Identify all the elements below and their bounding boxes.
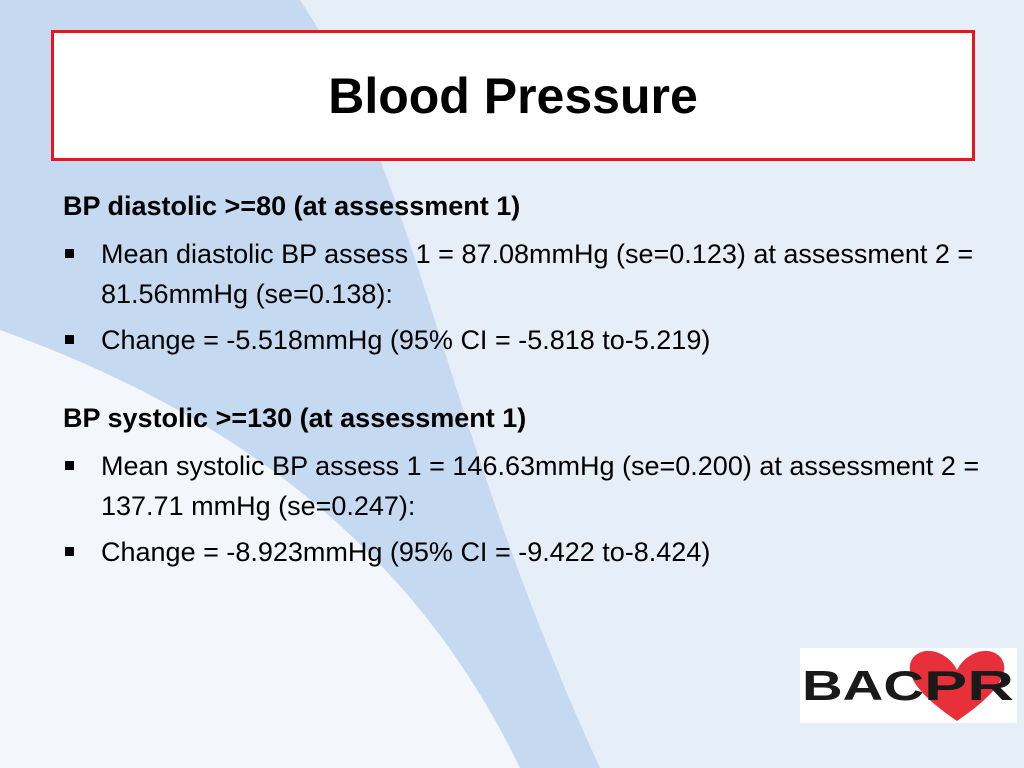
- list-item: Mean diastolic BP assess 1 = 87.08mmHg (…: [63, 234, 983, 314]
- section-systolic: BP systolic >=130 (at assessment 1) Mean…: [63, 398, 983, 572]
- bullet-text: Mean diastolic BP assess 1 = 87.08mmHg (…: [101, 239, 974, 309]
- section-heading: BP systolic >=130 (at assessment 1): [63, 403, 527, 433]
- list-item: Mean systolic BP assess 1 = 146.63mmHg (…: [63, 446, 983, 526]
- square-bullet-icon: [65, 249, 74, 258]
- heart-icon: [909, 650, 1005, 721]
- list-item: Change = -5.518mmHg (95% CI = -5.818 to-…: [63, 320, 983, 360]
- bullet-list: Mean systolic BP assess 1 = 146.63mmHg (…: [63, 446, 983, 572]
- section-heading: BP diastolic >=80 (at assessment 1): [63, 191, 521, 221]
- bullet-list: Mean diastolic BP assess 1 = 87.08mmHg (…: [63, 234, 983, 360]
- title-box: Blood Pressure: [51, 30, 975, 161]
- slide-title: Blood Pressure: [328, 67, 698, 124]
- square-bullet-icon: [65, 461, 74, 470]
- section-diastolic: BP diastolic >=80 (at assessment 1) Mean…: [63, 186, 983, 360]
- bullet-text: Change = -8.923mmHg (95% CI = -9.422 to-…: [101, 537, 711, 567]
- bacpr-logo-mark: BAC PR: [802, 650, 1014, 721]
- bullet-text: Change = -5.518mmHg (95% CI = -5.818 to-…: [101, 325, 711, 355]
- bullet-text: Mean systolic BP assess 1 = 146.63mmHg (…: [101, 451, 980, 521]
- square-bullet-icon: [65, 547, 74, 556]
- slide-content: BP diastolic >=80 (at assessment 1) Mean…: [63, 186, 983, 610]
- logo-text-left: BAC: [802, 662, 924, 709]
- logo-text-heart: PR: [924, 662, 1014, 709]
- square-bullet-icon: [65, 335, 74, 344]
- list-item: Change = -8.923mmHg (95% CI = -9.422 to-…: [63, 532, 983, 572]
- bacpr-logo: BAC PR: [800, 648, 1017, 723]
